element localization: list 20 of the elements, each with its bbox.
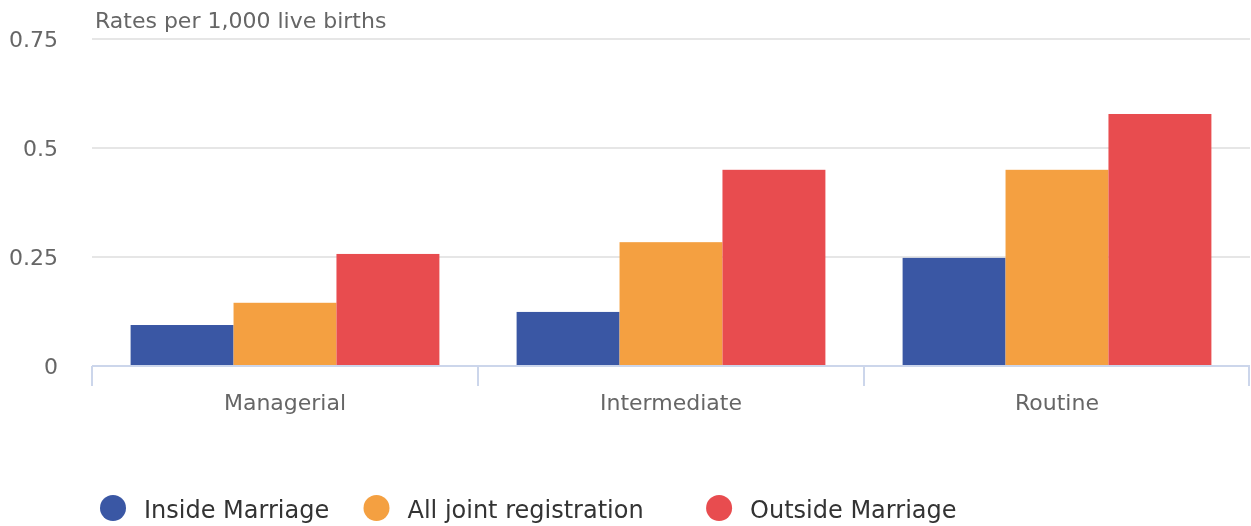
y-tick-label: 0 (44, 354, 58, 379)
bar (336, 253, 440, 366)
legend-label: Outside Marriage (750, 496, 957, 524)
y-tick-label: 0.5 (23, 136, 58, 161)
bar (619, 242, 723, 366)
bar (516, 311, 620, 366)
x-tick-label: Intermediate (600, 390, 742, 415)
bar (902, 257, 1006, 366)
bar (1005, 169, 1109, 366)
x-tick-label: Routine (1015, 390, 1099, 415)
legend-label: Inside Marriage (144, 496, 330, 524)
bar (130, 325, 234, 366)
bar (722, 169, 826, 366)
x-tick-label: Managerial (223, 390, 347, 415)
bar (233, 302, 337, 366)
y-tick-label: 0.75 (9, 27, 58, 52)
bar (1108, 113, 1212, 366)
y-tick-label: 0.25 (9, 245, 58, 270)
legend-label: All joint registration (407, 496, 644, 524)
y-axis-title: Rates per 1,000 live births (95, 8, 387, 33)
